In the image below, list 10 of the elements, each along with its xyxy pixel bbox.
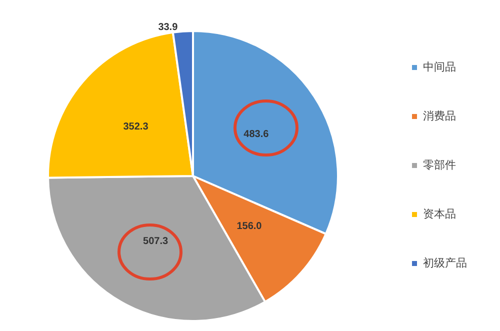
- legend-label: 初级产品: [423, 256, 467, 270]
- legend-label: 零部件: [423, 158, 456, 172]
- data-label: 507.3: [143, 236, 168, 248]
- data-label: 33.9: [158, 22, 178, 33]
- data-label: 483.6: [244, 129, 270, 140]
- legend-label: 中间品: [423, 60, 456, 74]
- legend-label: 消费品: [423, 110, 456, 122]
- data-label: 352.3: [123, 121, 149, 132]
- data-label: 156.0: [236, 220, 262, 232]
- legend-label: 资本品: [423, 208, 456, 220]
